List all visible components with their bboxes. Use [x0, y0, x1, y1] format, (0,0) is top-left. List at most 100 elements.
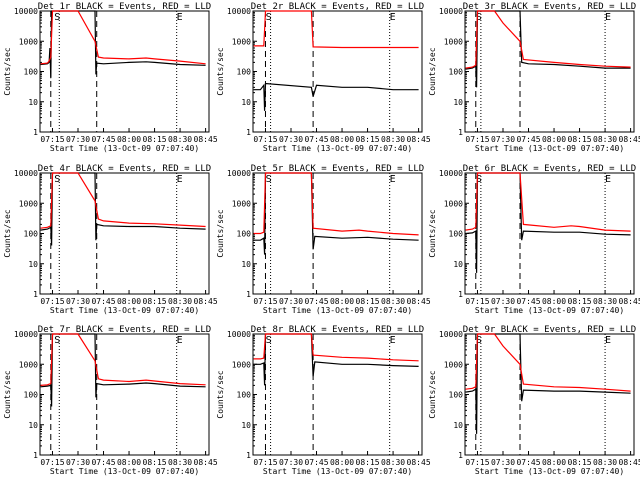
y-tick-label: 100: [449, 68, 464, 77]
x-tick-label: 08:30: [168, 297, 192, 306]
y-tick-label: 1: [246, 128, 251, 137]
marker-label-s: S: [476, 174, 482, 185]
y-tick-label: 10: [241, 421, 251, 430]
y-tick-label: 10000: [14, 7, 38, 16]
panel-title: Det 6r BLACK = Events, RED = LLD: [463, 164, 636, 174]
marker-label-e: E: [605, 12, 611, 23]
panel-det-4: Det 4r BLACK = Events, RED = LLD 1 10 100 10…: [3, 164, 218, 315]
x-tick-label: 08:15: [143, 458, 167, 467]
marker-label-e: E: [177, 335, 183, 346]
x-tick-label: 08:45: [407, 458, 431, 467]
x-tick-label: 08:30: [168, 135, 192, 144]
plot-frame: [39, 10, 210, 133]
x-tick-label: 08:15: [568, 458, 592, 467]
series-lld-line: [40, 172, 206, 229]
x-axis-label: Start Time (13-Oct-09 07:07:40): [263, 306, 412, 315]
y-axis-label: Counts/sec: [216, 209, 225, 257]
y-tick-label: 100: [449, 230, 464, 239]
marker-label-s: S: [54, 335, 60, 346]
y-axis-label: Counts/sec: [3, 47, 12, 95]
y-tick-label: 1000: [444, 199, 463, 208]
marker-label-e: E: [177, 12, 183, 23]
x-tick-label: 07:30: [66, 297, 90, 306]
x-tick-label: 08:15: [356, 297, 380, 306]
x-tick-label: 07:45: [304, 135, 328, 144]
x-tick-label: 08:45: [619, 135, 640, 144]
panel-title: Det 3r BLACK = Events, RED = LLD: [463, 2, 636, 12]
series-events-line: [253, 333, 419, 386]
y-tick-label: 1: [458, 451, 463, 460]
x-tick-label: 08:45: [194, 458, 218, 467]
x-tick-label: 08:00: [117, 297, 141, 306]
y-tick-label: 1: [33, 128, 38, 137]
x-tick-label: 07:45: [91, 458, 115, 467]
x-tick-label: 08:00: [542, 458, 566, 467]
y-tick-label: 100: [237, 68, 252, 77]
x-tick-label: 08:30: [168, 458, 192, 467]
x-tick-label: 08:00: [542, 297, 566, 306]
panel-det-9: Det 9r BLACK = Events, RED = LLD 1 10 100 10…: [428, 325, 640, 476]
x-tick-label: 08:00: [117, 458, 141, 467]
x-tick-label: 08:45: [194, 297, 218, 306]
x-axis-label: Start Time (13-Oct-09 07:07:40): [263, 467, 412, 476]
x-tick-label: 07:30: [66, 458, 90, 467]
x-tick-label: 07:30: [491, 458, 515, 467]
plot-frame: [464, 10, 635, 133]
marker-label-s: S: [476, 335, 482, 346]
series-events-line: [40, 172, 206, 246]
y-tick-label: 1000: [19, 37, 38, 46]
x-axis-label: Start Time (13-Oct-09 07:07:40): [50, 306, 199, 315]
x-tick-label: 08:30: [381, 135, 405, 144]
x-axis-label: Start Time (13-Oct-09 07:07:40): [475, 144, 624, 153]
y-tick-label: 10: [453, 260, 463, 269]
panel-title: Det 5r BLACK = Events, RED = LLD: [251, 164, 424, 174]
series-lld-line: [465, 333, 631, 392]
y-tick-label: 1: [458, 290, 463, 299]
x-tick-label: 08:15: [568, 135, 592, 144]
y-tick-label: 10000: [439, 7, 463, 16]
series-events-line: [253, 82, 419, 111]
y-tick-label: 1: [33, 451, 38, 460]
series-events-line: [465, 333, 631, 434]
x-axis-label: Start Time (13-Oct-09 07:07:40): [475, 467, 624, 476]
x-tick-label: 07:45: [91, 297, 115, 306]
x-tick-label: 07:15: [40, 458, 64, 467]
plot-frame: [252, 10, 423, 133]
x-tick-label: 08:30: [593, 135, 617, 144]
x-tick-label: 07:15: [40, 135, 64, 144]
y-tick-label: 10: [28, 421, 38, 430]
y-tick-label: 10000: [439, 169, 463, 178]
y-tick-label: 1: [246, 451, 251, 460]
x-tick-label: 07:45: [304, 297, 328, 306]
x-tick-label: 08:45: [194, 135, 218, 144]
y-tick-label: 10: [453, 421, 463, 430]
x-tick-label: 08:15: [356, 135, 380, 144]
marker-label-s: S: [266, 335, 272, 346]
x-tick-label: 08:00: [117, 135, 141, 144]
series-lld-line: [465, 10, 631, 69]
x-axis-label: Start Time (13-Oct-09 07:07:40): [50, 467, 199, 476]
y-tick-label: 10000: [227, 330, 251, 339]
y-tick-label: 1000: [444, 360, 463, 369]
y-tick-label: 10000: [227, 169, 251, 178]
y-axis-label: Counts/sec: [216, 370, 225, 418]
panel-title: Det 1r BLACK = Events, RED = LLD: [38, 2, 211, 12]
x-tick-label: 07:45: [304, 458, 328, 467]
y-axis-label: Counts/sec: [428, 209, 437, 257]
panel-title: Det 2r BLACK = Events, RED = LLD: [251, 2, 424, 12]
marker-label-e: E: [605, 335, 611, 346]
series-events-line: [465, 10, 631, 88]
y-axis-label: Counts/sec: [428, 370, 437, 418]
x-tick-label: 08:45: [619, 297, 640, 306]
x-tick-label: 08:00: [330, 135, 354, 144]
y-tick-label: 100: [24, 230, 39, 239]
y-axis-label: Counts/sec: [428, 47, 437, 95]
series-events-line: [465, 172, 631, 273]
x-tick-label: 07:45: [516, 297, 540, 306]
y-tick-label: 100: [24, 391, 39, 400]
series-lld-line: [465, 172, 631, 232]
x-tick-label: 07:30: [66, 135, 90, 144]
y-tick-label: 1000: [19, 360, 38, 369]
series-lld-line: [253, 333, 419, 362]
